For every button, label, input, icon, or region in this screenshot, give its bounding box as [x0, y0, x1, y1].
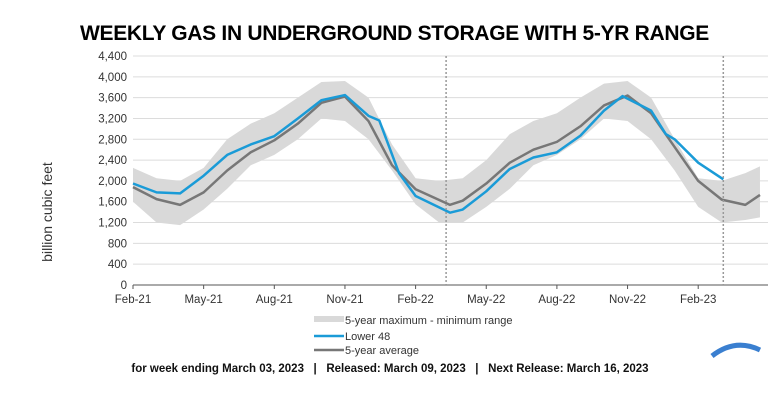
x-tick-label: May-21 [184, 294, 222, 306]
x-tick-label: May-22 [467, 294, 505, 306]
y-axis-label: billion cubic feet [39, 162, 55, 262]
series-lower48-line [132, 93, 724, 214]
release-info: for week ending March 03, 2023 | Release… [131, 363, 649, 375]
y-tick-label: 400 [108, 259, 127, 271]
y-tick-label: 2,800 [98, 134, 127, 146]
y-tick-label: 2,400 [98, 155, 127, 167]
x-tick-label: Feb-23 [680, 294, 716, 306]
x-tick-label: Nov-21 [326, 294, 363, 306]
y-tick-label: 1,600 [98, 197, 127, 209]
y-tick-label: 4,000 [98, 72, 127, 84]
y-tick-label: 800 [108, 238, 127, 250]
y-tick-label: 2,000 [98, 176, 127, 188]
x-tick-label: Aug-21 [256, 294, 293, 306]
y-tick-label: 3,200 [98, 113, 127, 125]
legend-swatch-range [314, 316, 344, 322]
legend: 5-year maximum - minimum range Lower 48 … [314, 315, 512, 357]
y-tick-label: 0 [121, 280, 127, 292]
x-tick-label: Nov-22 [609, 294, 646, 306]
range-band [133, 80, 760, 226]
x-tick-label: Feb-21 [115, 294, 151, 306]
legend-label-lower48: Lower 48 [345, 331, 390, 343]
y-tick-label: 1,200 [98, 218, 127, 230]
y-tick-label: 3,600 [98, 93, 127, 105]
logo-arc [710, 342, 762, 359]
y-tick-label: 4,400 [98, 51, 127, 63]
legend-label-average: 5-year average [345, 345, 419, 357]
x-tick-label: Aug-22 [538, 294, 575, 306]
chart-title: WEEKLY GAS IN UNDERGROUND STORAGE WITH 5… [80, 22, 709, 45]
legend-label-range: 5-year maximum - minimum range [345, 315, 512, 327]
x-tick-label: Feb-22 [397, 294, 433, 306]
